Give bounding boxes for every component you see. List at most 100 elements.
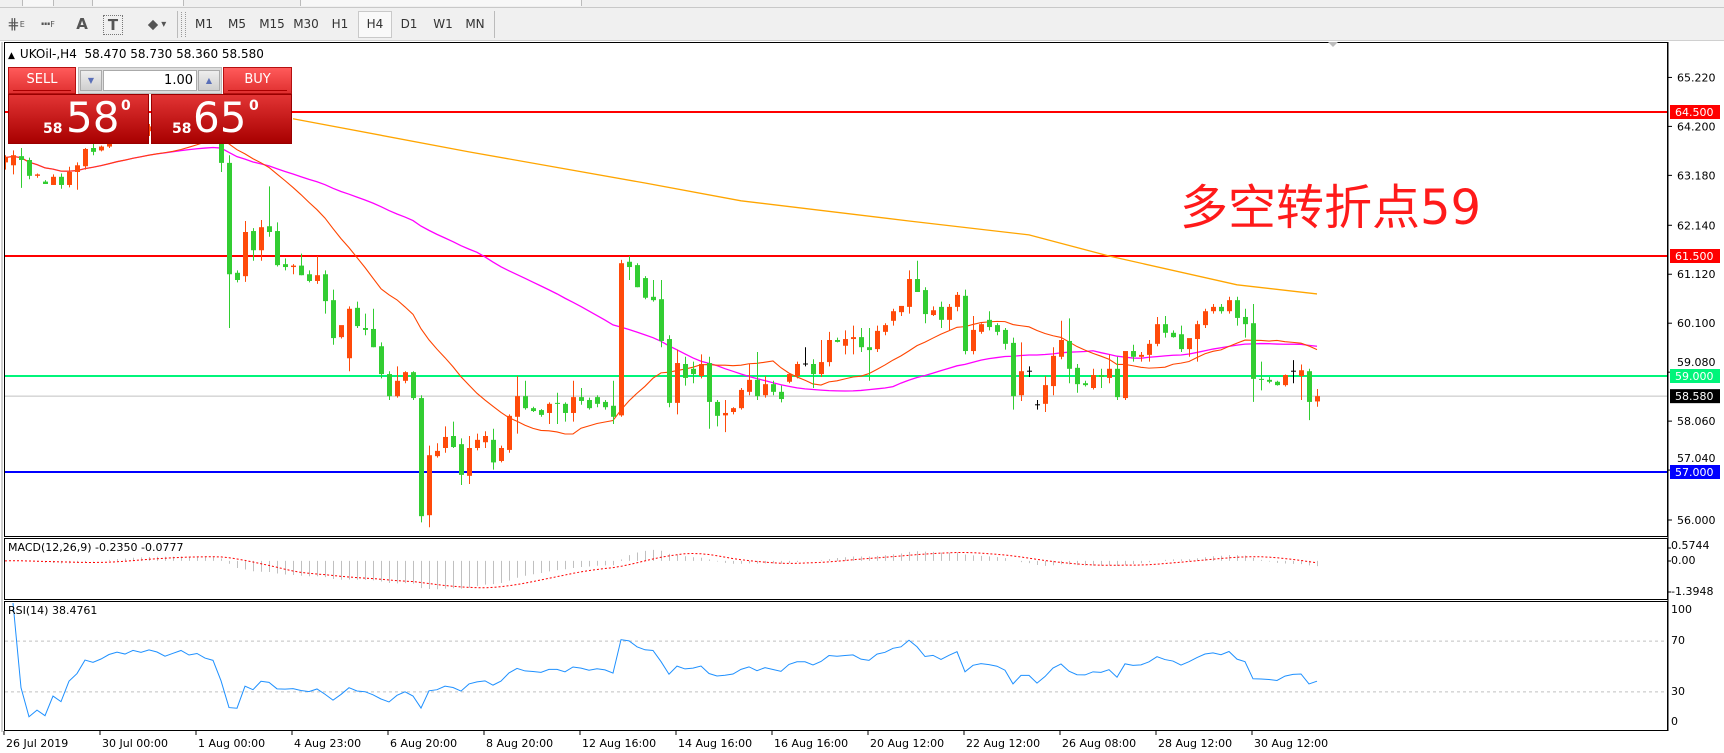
candle — [1011, 337, 1016, 410]
candle-body — [1307, 371, 1312, 402]
price-tick-label: 56.000 — [1677, 514, 1716, 527]
candle-body — [1099, 375, 1104, 377]
timeframe-d1[interactable]: D1 — [400, 17, 418, 31]
candle — [275, 222, 280, 267]
candle — [627, 256, 632, 280]
candle-body — [1243, 316, 1248, 325]
candle-body — [1299, 370, 1304, 376]
toolbar-grip[interactable] — [181, 12, 186, 37]
ma-mid-line — [5, 146, 1318, 392]
text-label-icon[interactable]: T — [103, 15, 123, 35]
candle — [899, 305, 904, 316]
price-tick-label: 61.120 — [1677, 268, 1716, 281]
chart-window[interactable] — [0, 41, 1724, 753]
price-tick-label: 59.080 — [1677, 356, 1716, 369]
candle — [707, 356, 712, 429]
current-price-label: 58.580 — [1675, 390, 1714, 403]
candle-body — [891, 311, 896, 321]
candle — [571, 380, 576, 422]
candle-body — [19, 156, 24, 160]
date-tick-label: 20 Aug 12:00 — [870, 737, 944, 750]
candle — [1291, 360, 1296, 384]
candle-body — [371, 328, 376, 348]
sell-button[interactable]: SELL — [8, 67, 76, 94]
price-tick-label: 64.200 — [1677, 120, 1716, 133]
shift-marker-icon[interactable] — [1328, 42, 1338, 47]
candle-body — [587, 400, 592, 409]
macd-label: MACD(12,26,9) -0.2350 -0.0777 — [8, 541, 184, 554]
timeframe-h4[interactable]: H4 — [358, 11, 392, 38]
level-label-bg — [1670, 105, 1720, 119]
candle — [1315, 388, 1320, 407]
candle — [35, 173, 40, 178]
candle — [523, 380, 528, 410]
sell-price-box[interactable]: 58 58 0 — [8, 93, 149, 144]
timeframe-m5[interactable]: M5 — [228, 17, 246, 31]
candle — [1203, 308, 1208, 328]
text-tool-icon[interactable]: A — [70, 13, 94, 35]
candle — [755, 352, 760, 400]
candle — [1131, 344, 1136, 362]
candle — [803, 347, 808, 367]
candle-body — [907, 279, 912, 307]
lot-size-input[interactable]: 1.00 — [103, 70, 197, 91]
price-tick-label: 57.040 — [1677, 452, 1716, 465]
candle — [403, 371, 408, 384]
candle — [947, 304, 952, 331]
candle — [1099, 368, 1104, 388]
collapse-triangle-icon[interactable]: ▲ — [8, 51, 15, 61]
candle — [507, 414, 512, 453]
timeframe-mn[interactable]: MN — [465, 17, 485, 31]
candle — [747, 364, 752, 396]
candle-body — [403, 372, 408, 381]
buy-price-box[interactable]: 58 65 0 — [151, 93, 292, 144]
rsi-axis-100: 100 — [1671, 603, 1692, 616]
candle-body — [67, 172, 72, 185]
candle-body — [251, 231, 256, 251]
sell-price-sup: 0 — [121, 98, 131, 114]
candle-body — [971, 329, 976, 352]
candle-body — [1043, 385, 1048, 404]
candle-body — [1115, 368, 1120, 398]
date-tick-label: 26 Aug 08:00 — [1062, 737, 1136, 750]
candle-body — [763, 384, 768, 396]
candle-body — [827, 340, 832, 363]
level-label-bg — [1670, 369, 1720, 383]
candle-body — [363, 328, 368, 330]
fibonacci-fan-icon[interactable]: ┅ F — [36, 13, 60, 35]
timeframe-h1[interactable]: H1 — [331, 17, 349, 31]
candle — [531, 406, 536, 412]
timeframe-w1[interactable]: W1 — [433, 17, 453, 31]
lot-decrease-button[interactable]: ▼ — [80, 70, 102, 91]
candle — [555, 392, 560, 424]
candle-body — [75, 165, 80, 172]
candle-body — [747, 379, 752, 392]
arrows-tool-icon[interactable]: ⬥ ▾ — [140, 13, 174, 35]
rsi-label: RSI(14) 38.4761 — [8, 604, 98, 617]
fibonacci-expansion-icon[interactable]: ⋕ E — [4, 13, 28, 35]
candle — [315, 256, 320, 284]
candle-body — [427, 455, 432, 516]
candle-body — [483, 436, 488, 443]
annotation-text[interactable]: 多空转折点59 — [1180, 180, 1482, 236]
rsi-pane-frame — [4, 601, 1668, 731]
date-tick-label: 22 Aug 12:00 — [966, 737, 1040, 750]
candle-body — [283, 264, 288, 268]
timeframe-m1[interactable]: M1 — [195, 17, 213, 31]
candle — [835, 337, 840, 343]
candle-body — [299, 265, 304, 276]
candle — [347, 306, 352, 372]
timeframe-m30[interactable]: M30 — [293, 17, 319, 31]
buy-button[interactable]: BUY — [223, 67, 292, 94]
candle — [1259, 361, 1264, 391]
candle — [5, 155, 8, 170]
timeframe-m15[interactable]: M15 — [259, 17, 285, 31]
candle-body — [307, 274, 312, 281]
candle — [539, 409, 544, 417]
current-price-label-bg — [1670, 389, 1720, 404]
candle-body — [475, 439, 480, 448]
candle — [1171, 330, 1176, 338]
lot-increase-button[interactable]: ▲ — [198, 70, 220, 91]
candle-body — [731, 408, 736, 412]
